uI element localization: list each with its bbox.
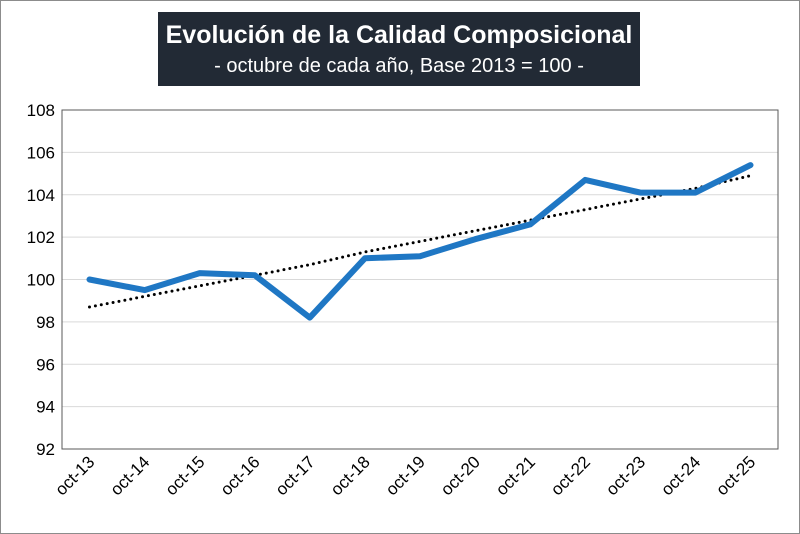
x-tick-label: oct-22 (547, 452, 594, 499)
y-tick-label: 104 (27, 186, 55, 205)
chart-title: Evolución de la Calidad Composicional (165, 21, 633, 49)
y-axis-ticks: 92 94 96 98 100 102 104 106 108 (27, 101, 55, 459)
x-tick-label: oct-14 (107, 452, 154, 499)
x-tick-label: oct-24 (657, 452, 704, 499)
x-tick-label: oct-21 (492, 452, 539, 499)
x-tick-label: oct-18 (327, 452, 374, 499)
chart-title-box: Evolución de la Calidad Composicional - … (158, 12, 640, 86)
plot-area (61, 109, 779, 450)
x-tick-label: oct-20 (437, 452, 484, 499)
x-axis-ticks: oct-13 oct-14 oct-15 oct-16 oct-17 oct-18 oct-… (52, 452, 760, 499)
x-tick-label: oct-16 (217, 452, 264, 499)
y-tick-label: 102 (27, 228, 55, 247)
x-tick-label: oct-17 (272, 452, 319, 499)
x-tick-label: oct-19 (382, 452, 429, 499)
y-tick-label: 100 (27, 271, 55, 290)
x-tick-label: oct-25 (712, 452, 759, 499)
x-tick-label: oct-13 (52, 452, 99, 499)
series-lines (86, 162, 754, 321)
y-tick-label: 92 (36, 440, 55, 459)
y-tick-label: 106 (27, 143, 55, 162)
y-tick-label: 94 (36, 398, 55, 417)
x-tick-label: oct-23 (602, 452, 649, 499)
series-line (86, 162, 754, 321)
y-tick-label: 98 (36, 313, 55, 332)
y-tick-label: 96 (36, 355, 55, 374)
y-tick-label: 108 (27, 101, 55, 120)
chart-subtitle: - octubre de cada año, Base 2013 = 100 - (214, 55, 584, 77)
trendline (88, 174, 752, 309)
x-tick-label: oct-15 (162, 452, 209, 499)
